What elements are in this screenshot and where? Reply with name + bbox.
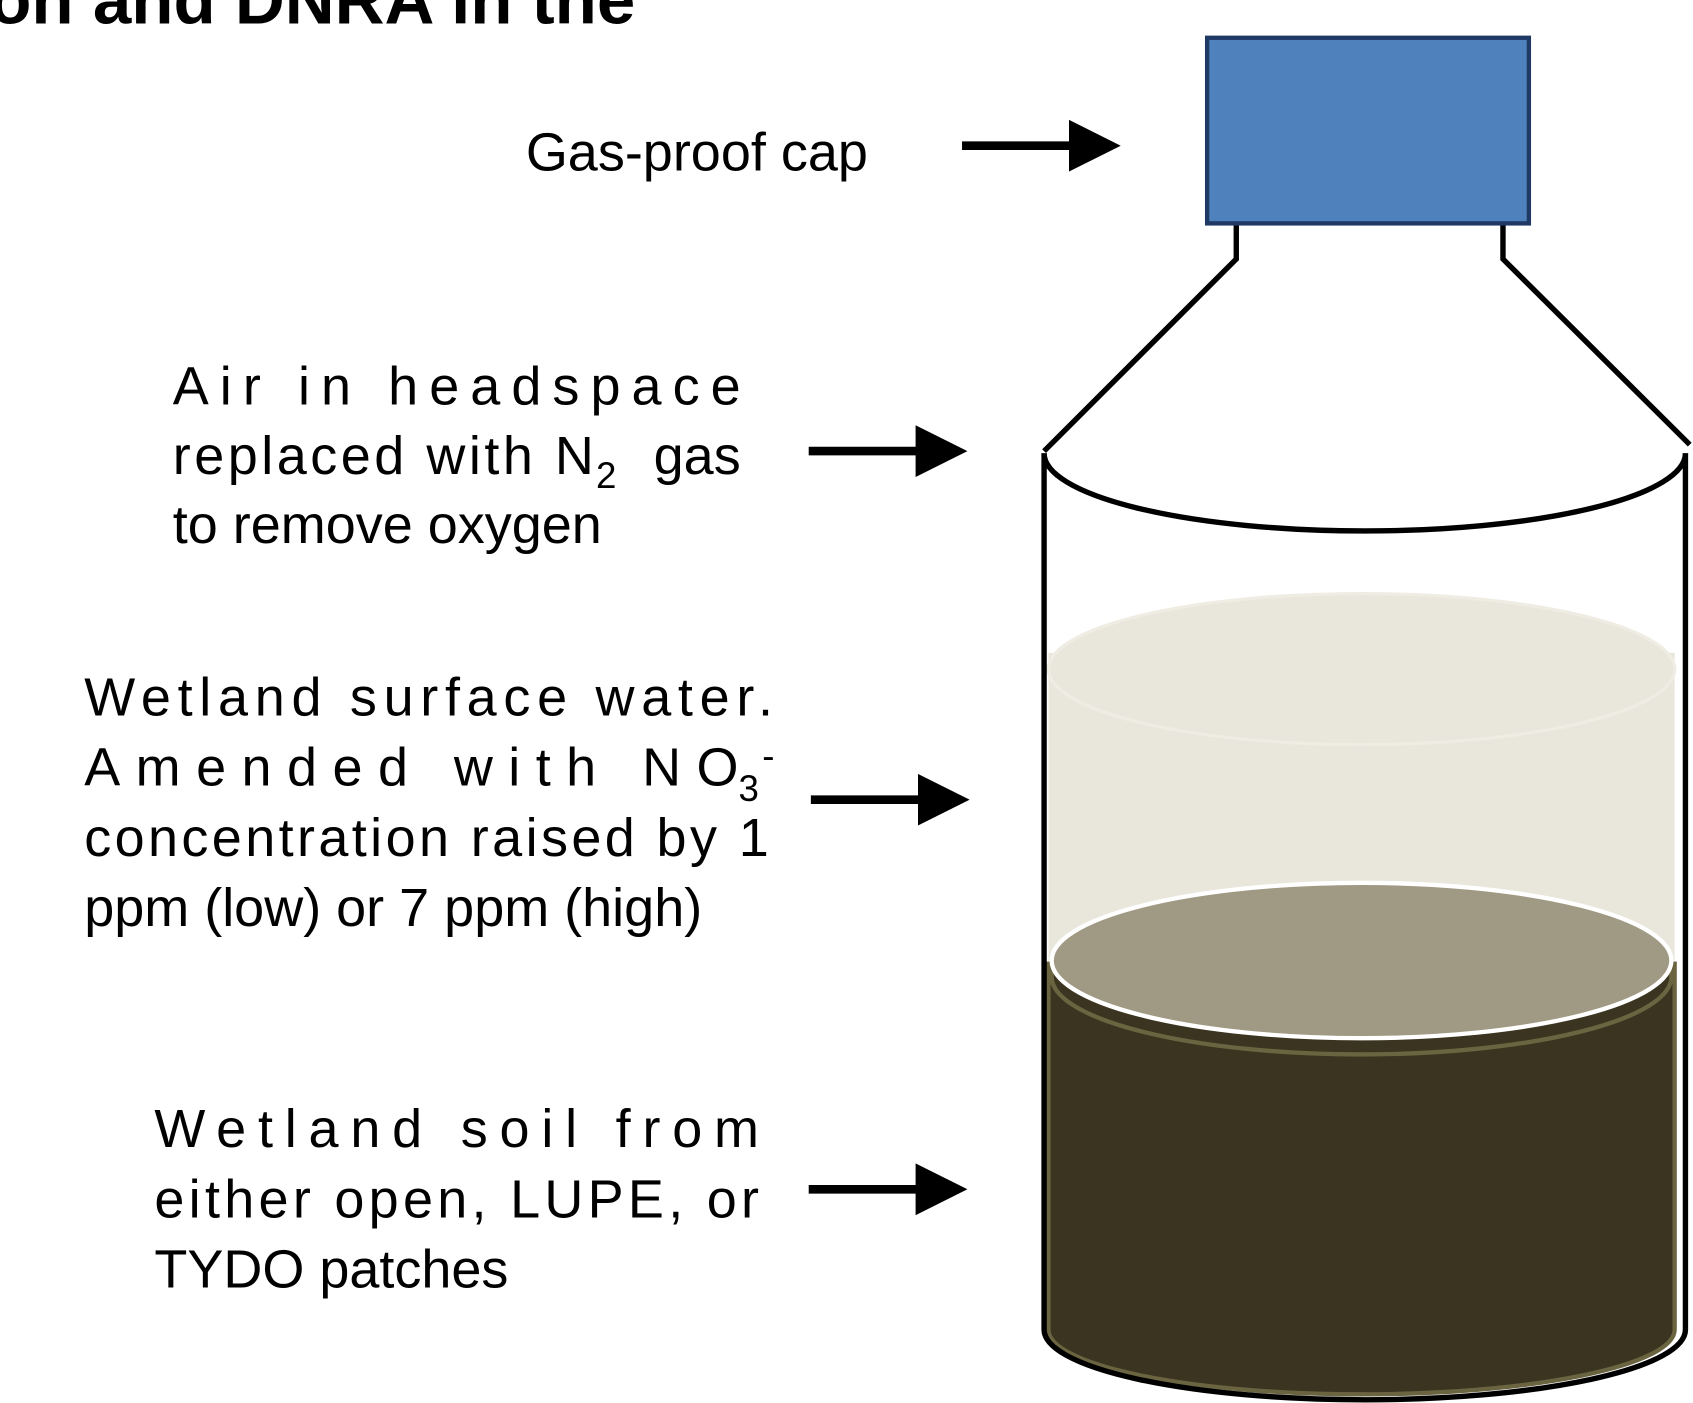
label-line: to remove oxygen <box>173 495 602 555</box>
label-line: Wetland soil from <box>154 1099 759 1159</box>
label-line: replaced with N <box>173 426 594 486</box>
subscript: 3 <box>739 768 759 809</box>
soil-label: Wetland soil from either open, LUPE, or … <box>154 1099 759 1299</box>
title: on and DNRA in the <box>0 0 635 39</box>
arrows <box>808 119 1121 1216</box>
bottle <box>1041 35 1692 1403</box>
water-label: Wetland surface water. Amended with NO 3… <box>84 668 774 938</box>
cap-label: Gas-proof cap <box>526 123 868 183</box>
label-line: TYDO patches <box>154 1240 508 1300</box>
superscript: - <box>762 735 774 776</box>
label-line: either open, LUPE, or <box>154 1169 759 1229</box>
label-line: Amended with NO <box>84 738 738 798</box>
label-line: concentration raised by 1 <box>84 808 769 868</box>
label-line: gas <box>654 426 741 486</box>
label-line: Wetland surface water. <box>84 668 773 728</box>
subscript: 2 <box>596 455 616 496</box>
label-line: ppm (low) or 7 ppm (high) <box>84 878 702 938</box>
headspace-label: Air in headspace replaced with N 2 gas t… <box>173 357 741 555</box>
label-line: Air in headspace <box>173 357 741 417</box>
